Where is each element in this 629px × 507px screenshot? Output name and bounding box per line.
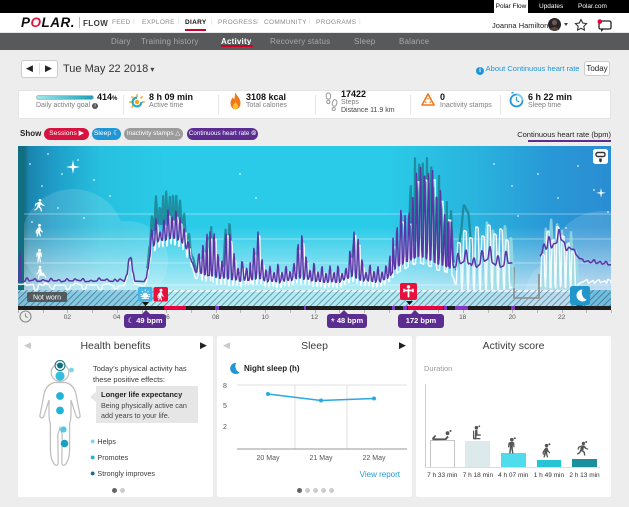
svg-text:22 May: 22 May [363,455,386,462]
svg-text:21 May: 21 May [310,455,333,462]
svg-text:5: 5 [223,403,227,410]
svg-text:Not worn: Not worn [33,295,61,302]
svg-text:20 May: 20 May [257,455,280,462]
svg-text:8: 8 [223,383,227,390]
svg-text:2: 2 [223,424,227,431]
